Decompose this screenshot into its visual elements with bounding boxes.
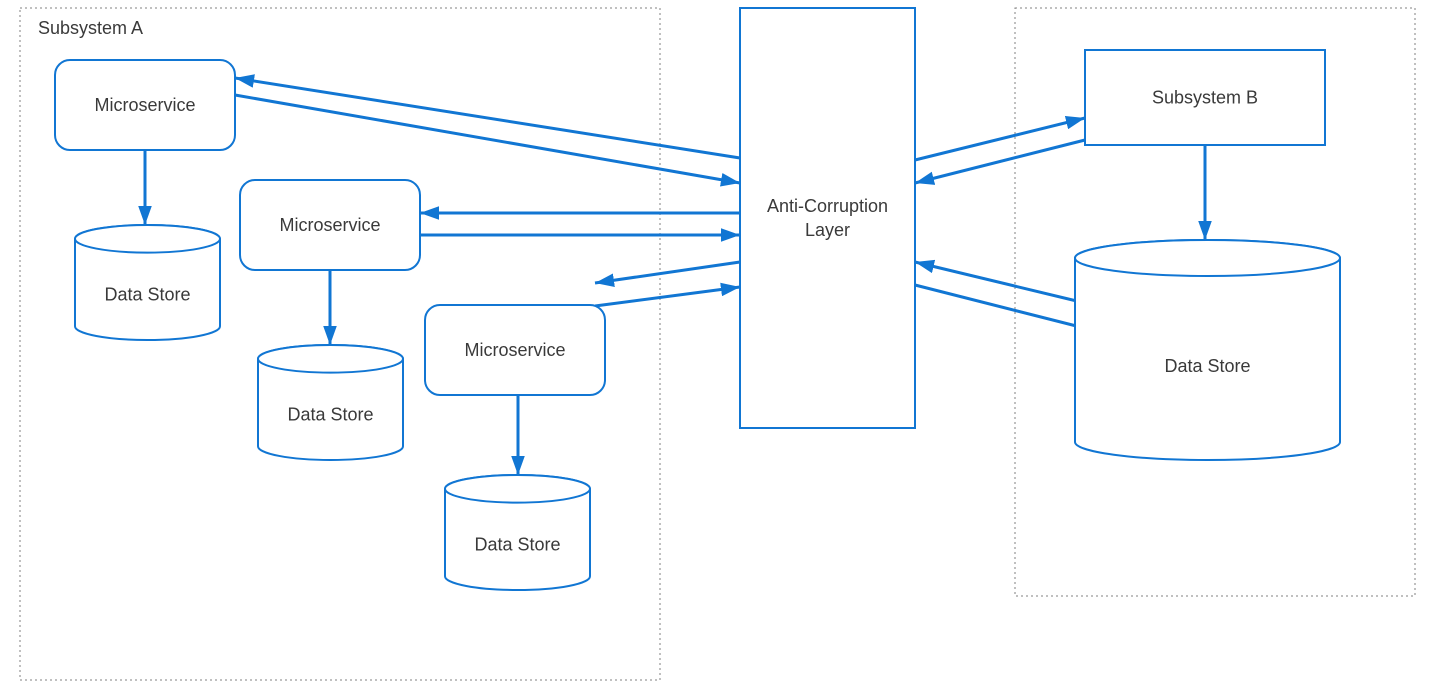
connector-arrow (915, 285, 1100, 332)
datastore-top (75, 225, 220, 253)
node-label: Anti-Corruption (767, 196, 888, 216)
node-label: Layer (805, 220, 850, 240)
connector-arrow (235, 78, 740, 158)
architecture-diagram: Subsystem A Microservice Microservice Micro… (0, 0, 1430, 689)
node-label: Microservice (464, 340, 565, 360)
datastore-label: Data Store (104, 284, 190, 304)
node-label: Subsystem B (1152, 88, 1258, 108)
datastore-label: Data Store (287, 404, 373, 424)
connector-arrow (915, 118, 1085, 160)
node-label: Microservice (279, 215, 380, 235)
datastore-label: Data Store (1164, 356, 1250, 376)
connector-arrow (915, 140, 1085, 183)
datastore-top (445, 475, 590, 503)
datastore-top (1075, 240, 1340, 276)
datastore-label: Data Store (474, 534, 560, 554)
subsystem-label: Subsystem A (38, 18, 143, 38)
connector-arrow (595, 262, 740, 283)
datastore-top (258, 345, 403, 373)
node-label: Microservice (94, 95, 195, 115)
connector-arrow (595, 287, 740, 306)
rect-node (740, 8, 915, 428)
connector-arrow (915, 262, 1085, 303)
connector-arrow (235, 95, 740, 183)
